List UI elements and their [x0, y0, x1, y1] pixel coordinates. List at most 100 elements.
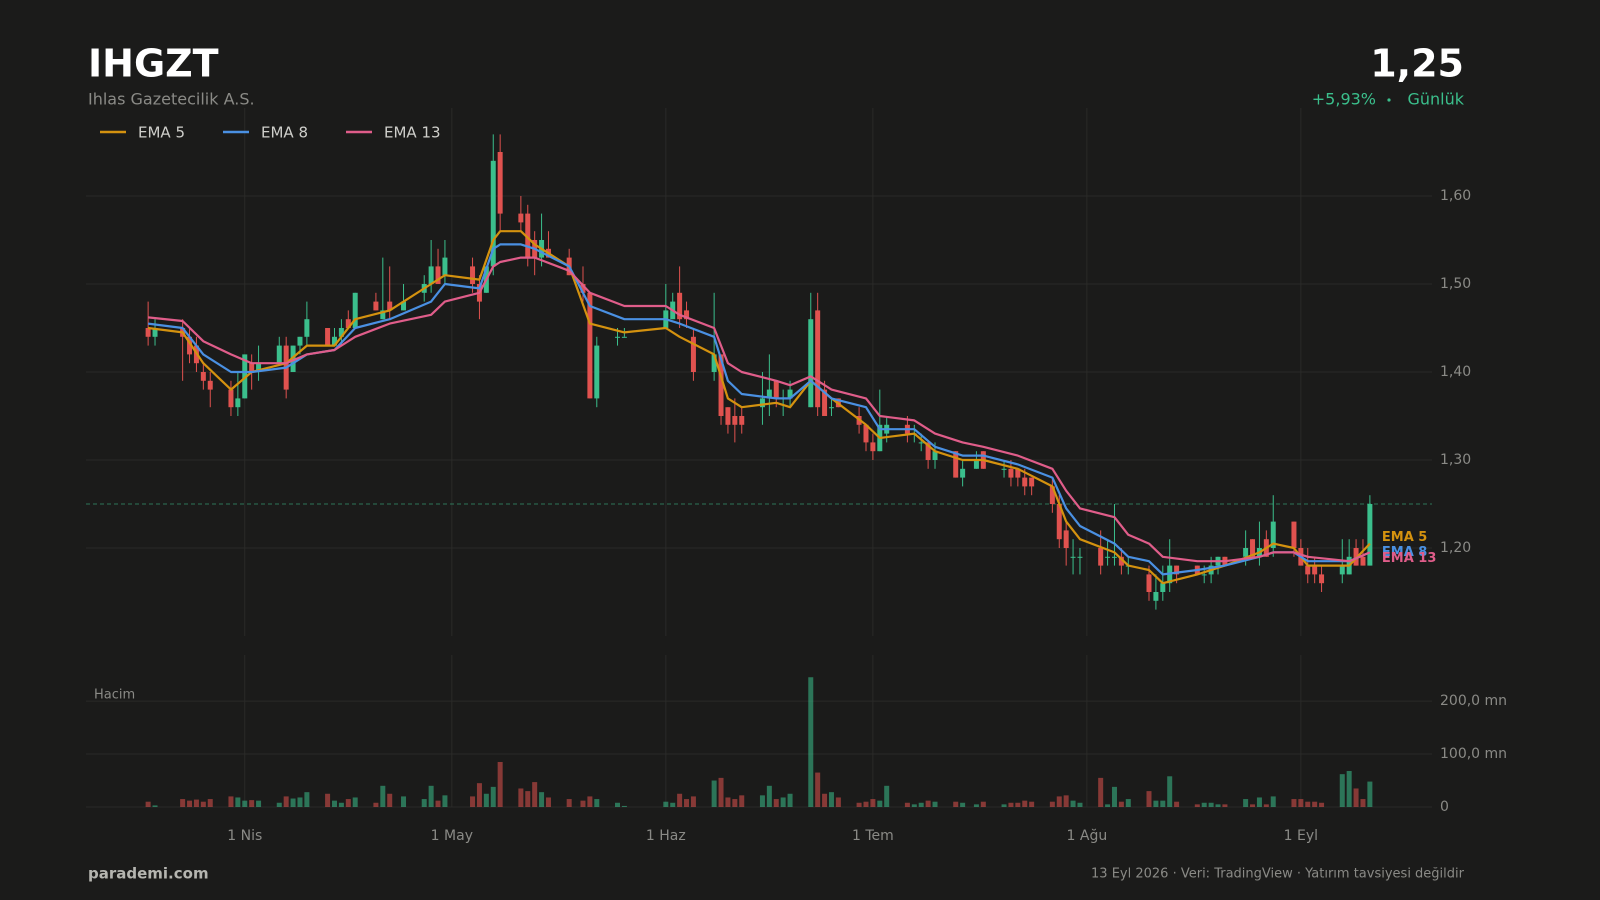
volume-bar	[1319, 802, 1325, 807]
candle-body	[828, 407, 834, 409]
candle-body	[621, 336, 627, 338]
volume-bar	[1305, 801, 1311, 807]
x-tick-label: 1 Ağu	[1067, 828, 1108, 844]
candle-body	[380, 310, 386, 320]
labels: 1 Nis 1 May 1 Haz 1 Tem 1 Ağu 1 Eyl 1,20 1,30 1,…	[100, 124, 1507, 844]
volume-bar	[1153, 800, 1159, 807]
volume-bar	[1291, 799, 1297, 807]
candle-body	[1063, 530, 1069, 548]
volume-bar	[663, 801, 669, 807]
candle-body	[1049, 486, 1055, 504]
volume-tick-label: 0	[1440, 799, 1449, 815]
volume-bar	[1194, 804, 1200, 807]
volume-bar	[1063, 795, 1069, 807]
candle-body	[684, 310, 690, 320]
candle-body	[1077, 556, 1083, 558]
period: Günlük	[1407, 90, 1464, 109]
volume-bar	[870, 799, 876, 807]
candle-body	[1305, 565, 1311, 575]
candle-body	[766, 389, 772, 399]
candle-body	[711, 354, 717, 372]
candle-body	[276, 345, 282, 364]
candle-body	[1160, 583, 1166, 592]
candle-body	[435, 266, 441, 284]
volume-bar	[331, 800, 337, 807]
candle-body	[497, 152, 503, 214]
candle-body	[1201, 574, 1207, 576]
candle-body	[1174, 565, 1180, 575]
volume-bar	[1367, 781, 1373, 807]
volume-bar	[1077, 802, 1083, 807]
x-tick-label: 1 Nis	[227, 828, 262, 844]
candle-body	[1291, 521, 1297, 548]
volume-bar	[1015, 802, 1021, 807]
candle-body	[290, 345, 296, 372]
volume-bar	[497, 761, 503, 807]
volume-bar	[1263, 804, 1269, 807]
candle-body	[815, 310, 821, 408]
volume-bar	[1105, 804, 1111, 807]
volume-bar	[152, 805, 158, 807]
volume-bar	[759, 795, 765, 807]
volume-bar	[373, 802, 379, 807]
volume-bar	[1125, 799, 1131, 807]
volume-bar	[1008, 802, 1014, 807]
volume-bar	[387, 793, 393, 807]
volume-bar	[925, 800, 931, 807]
candle-body	[690, 336, 696, 372]
candle-body	[773, 380, 779, 399]
candle-body	[518, 213, 524, 223]
candle-body	[1153, 592, 1159, 601]
volume-bar	[566, 799, 572, 807]
volume-bar	[352, 797, 358, 807]
candle-body	[1270, 521, 1276, 548]
footer-note: 13 Eyl 2026 · Veri: TradingView · Yatırı…	[1091, 867, 1465, 882]
candle-body	[352, 292, 358, 328]
legend-label: EMA 8	[261, 124, 308, 142]
candle-body	[759, 398, 765, 408]
volume-bar	[828, 792, 834, 807]
volume-bar	[953, 801, 959, 807]
volume-bar	[380, 785, 386, 807]
volume-bar	[773, 799, 779, 807]
candle-body	[732, 416, 738, 425]
volume-bar	[690, 796, 696, 807]
volume-bar	[290, 798, 296, 807]
candle-body	[442, 257, 448, 276]
volume-bar	[1243, 799, 1249, 807]
volume-bar	[614, 802, 620, 807]
volume-bar	[476, 783, 482, 807]
candle-body	[249, 363, 255, 372]
volume-bar	[973, 804, 979, 807]
grid	[86, 108, 1432, 808]
volume-bar	[470, 796, 476, 807]
volume-bar	[856, 802, 862, 807]
candle-body	[718, 354, 724, 416]
ema-end-label: EMA 8	[1382, 545, 1427, 560]
last-price: 1,25	[1370, 42, 1464, 86]
volume-bar	[200, 801, 206, 807]
candle-body	[1070, 556, 1076, 558]
candle-body	[1029, 477, 1035, 487]
volume-bar	[594, 799, 600, 807]
volume-bar	[822, 793, 828, 807]
volume-bar	[1174, 801, 1180, 807]
volume-bar	[1049, 801, 1055, 807]
ticker: IHGZT	[88, 42, 219, 86]
volume-bar	[911, 804, 917, 807]
volume-tick-label: 200,0 mn	[1440, 693, 1507, 709]
volume-bar	[780, 797, 786, 807]
volume-bar	[442, 795, 448, 807]
candle-body	[580, 284, 586, 293]
candle-body	[953, 451, 959, 478]
volume-bar	[283, 796, 289, 807]
candle-body	[304, 319, 310, 337]
volume-bar	[621, 805, 627, 807]
volume-bar	[428, 785, 434, 807]
volume-bar	[1346, 770, 1352, 807]
ema-end-label: EMA 13	[1382, 551, 1437, 566]
volume-bar	[1360, 799, 1366, 807]
volume-bar	[304, 792, 310, 807]
